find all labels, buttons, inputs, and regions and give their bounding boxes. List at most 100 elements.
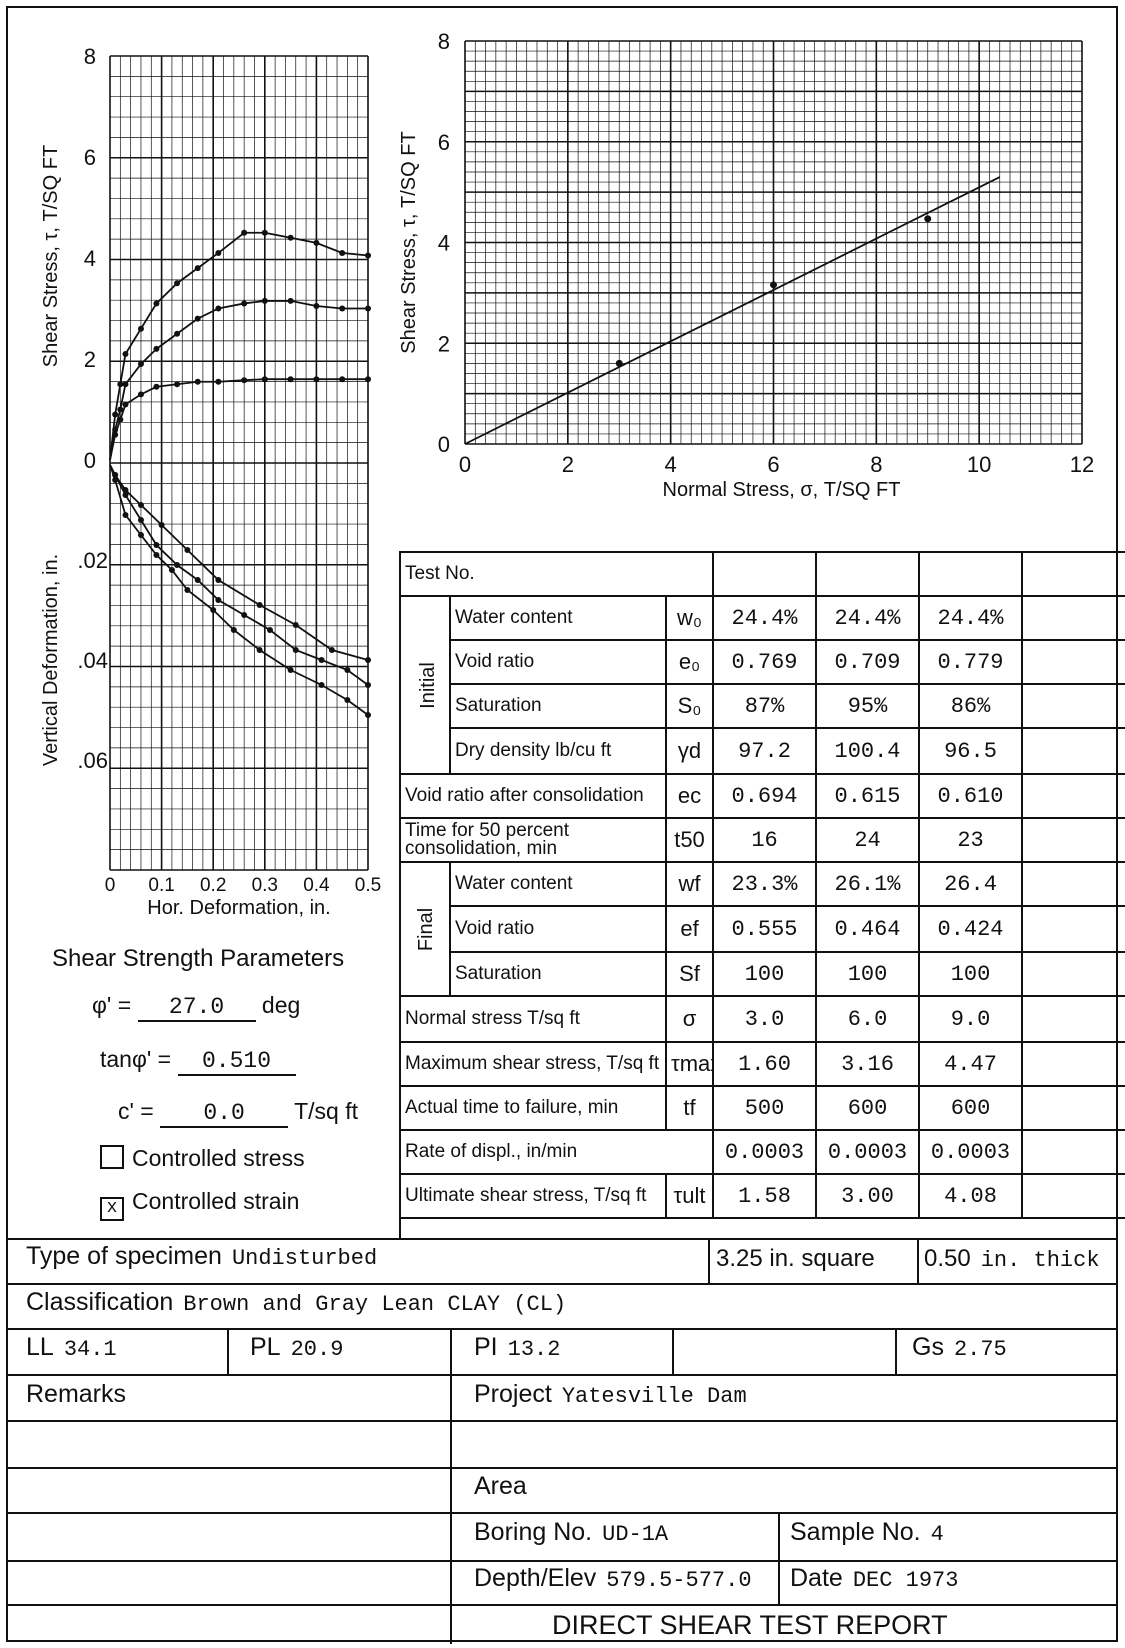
specimen-thickness-label: 0.50 [924,1245,971,1272]
property-value: 1.60 [712,1041,818,1087]
stress-tick-label: 0 [84,448,96,473]
c-unit: T/sq ft [294,1098,358,1124]
stress-curve-1-point [137,325,144,332]
classification-label: Classification [26,1288,174,1316]
property-label: Void ratio after consolidation [399,773,667,819]
property-value: 23 [918,817,1024,863]
property-label: Maximum shear stress, T/sq ft [399,1041,667,1087]
hor-deformation-axis-label: Hor. Deformation, in. [147,897,330,919]
stress-curve-2-point [313,302,320,309]
property-value: 100.4 [815,727,921,775]
c-value: 0.0 [160,1100,289,1128]
deformation-curve-1-point [365,712,371,718]
stress-curve-3-point [112,431,119,438]
deformation-curve-2-point [344,667,351,673]
property-symbol: σ [664,995,715,1043]
property-label: Void ratio [449,639,667,685]
table-row: Initial Water content w₀ 24.4% 24.4% 24.4% [399,595,1125,775]
table-row: Void ratio after consolidation ec 0.694 0.6… [399,773,1125,819]
stress-curve-2-point [215,305,222,312]
controlled-strain-checkbox[interactable]: x [100,1197,124,1221]
property-value: 97.2 [712,727,818,775]
deformation-curve-2-point [153,542,160,548]
specimen-thickness-value: in. thick [980,1248,1100,1273]
property-symbol: tf [664,1085,715,1131]
empty-value-cell [1021,639,1125,685]
liquid-limit-label: LL [26,1333,54,1361]
liquid-limit-value: 34.1 [63,1337,117,1362]
table-header-row: Test No. [398,551,1125,597]
deformation-tick-label: .06 [77,748,108,773]
property-value: 4.47 [918,1041,1024,1087]
sample-no: Sample No. 4 [790,1518,944,1547]
property-value: 0.0003 [918,1129,1024,1175]
property-symbol: ec [664,773,715,819]
property-value: 24 [815,817,921,863]
property-value: 3.0 [712,995,818,1043]
specimen-size: 3.25 in. square [716,1245,875,1273]
remarks-label: Remarks [26,1380,127,1408]
deformation-curve-2-point [174,562,181,568]
stress-curve-2-point [174,330,181,337]
stress-curve-1-point [194,265,201,272]
table-row: Normal stress T/sq ft σ 3.0 6.0 9.0 [399,995,1125,1043]
stress-curve-3-point [313,376,320,383]
stress-curve-3-point [241,377,248,384]
deformation-curve-3-point [112,472,119,478]
boring-no: Boring No. UD-1A [474,1518,668,1547]
deformation-curve-1-point [153,552,160,558]
property-value: 0.424 [918,905,1024,953]
stress-curve-3-point [287,376,294,383]
table-row: Void ratio e₀ 0.769 0.709 0.779 [400,639,1125,685]
rule [708,1238,710,1283]
empty-value-cell [1021,995,1125,1043]
stress-curve-1-point [365,252,371,259]
stress-curve-3-point [194,378,201,385]
deformation-curve-3-point [215,577,222,583]
deformation-curve-2-point [194,577,201,583]
property-symbol: e₀ [664,639,715,685]
deformation-curve-1-point [318,682,325,688]
rule [6,1374,1118,1376]
deformation-curve-1 [109,464,369,716]
test-point [770,281,777,289]
controlled-stress-label: Controlled stress [132,1145,305,1171]
stress-curve-3-point [365,376,371,383]
property-label: Saturation [449,951,667,997]
phi-unit: deg [261,992,301,1018]
stress-curve-2-point [194,315,201,322]
property-value: 24.4% [712,595,818,641]
rule [6,1283,1118,1285]
property-value: 6.0 [815,995,921,1043]
property-value: 23.3% [712,861,818,907]
property-value: 600 [815,1085,921,1131]
stress-curve-3-point [215,378,222,385]
controlled-stress-checkbox[interactable] [100,1145,124,1169]
stress-axis-label: Shear Stress, τ, T/SQ FT [40,145,62,367]
deformation-curve-2-point [292,647,299,653]
controlled-strain-label: Controlled strain [132,1188,300,1214]
controlled-stress-option[interactable]: Controlled stress [100,1145,305,1172]
deformation-curve-3-point [292,622,299,628]
table-row: Void ratio ef 0.555 0.464 0.424 [400,905,1125,953]
stress-curve-2-point [261,297,268,304]
stress-curve-1-point [215,249,222,256]
deformation-curve-2-point [215,597,222,603]
tan-label: tanφ' = [100,1046,172,1072]
area-label: Area [474,1472,527,1500]
specimen-thickness: 0.50 in. thick [924,1245,1100,1273]
stress-tick-label: 6 [84,145,96,170]
initial-label: Initial [416,661,439,709]
controlled-strain-option[interactable]: x Controlled strain [100,1188,299,1221]
stress-curve-3-point [122,401,129,408]
stress-curve-2-point [153,345,160,352]
deformation-curve-3-point [122,487,129,493]
normal-stress-tick-label: 12 [1070,452,1094,477]
property-label: Dry density lb/cu ft [449,727,667,775]
property-value: 95% [815,683,921,729]
table-row: Dry density lb/cu ft γd 97.2 100.4 96.5 [400,727,1125,775]
rule [6,1328,1118,1330]
specific-gravity: Gs 2.75 [912,1333,1007,1362]
property-value: 0.615 [815,773,921,819]
stress-curve-1-point [287,234,294,241]
